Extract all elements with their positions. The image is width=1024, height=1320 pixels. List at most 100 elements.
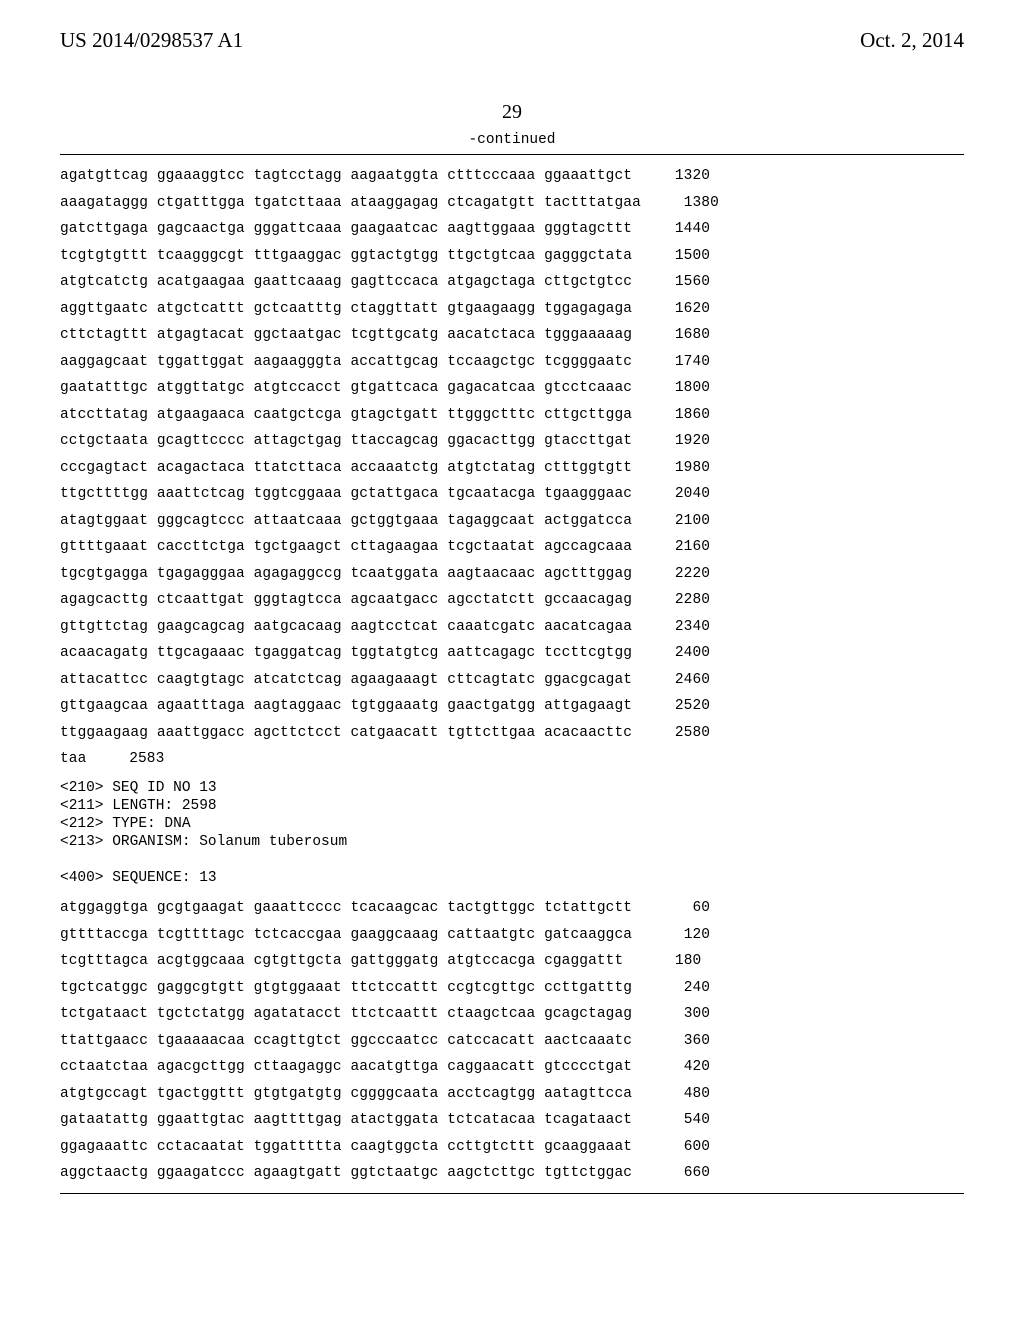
sequence-position: 60	[650, 901, 710, 916]
sequence-row: tgcgtgagga tgagagggaa agagaggccg tcaatgg…	[60, 567, 964, 582]
sequence-row: gatcttgaga gagcaactga gggattcaaa gaagaat…	[60, 222, 964, 237]
sequence-position: 120	[650, 928, 710, 943]
sequence-row: aaagataggg ctgatttgga tgatcttaaa ataagga…	[60, 196, 964, 211]
sequence-row: gttttgaaat caccttctga tgctgaagct cttagaa…	[60, 540, 964, 555]
sequence-position: 240	[650, 981, 710, 996]
sequence-text: agagcacttg ctcaattgat gggtagtcca agcaatg…	[60, 593, 632, 608]
sequence-text: ttattgaacc tgaaaaacaa ccagttgtct ggcccaa…	[60, 1034, 632, 1049]
publication-number: US 2014/0298537 A1	[60, 28, 243, 53]
sequence-row: cttctagttt atgagtacat ggctaatgac tcgttgc…	[60, 328, 964, 343]
sequence-text: tcgtgtgttt tcaagggcgt tttgaaggac ggtactg…	[60, 249, 632, 264]
sequence-row: cccgagtact acagactaca ttatcttaca accaaat…	[60, 461, 964, 476]
sequence-text: cccgagtact acagactaca ttatcttaca accaaat…	[60, 461, 632, 476]
sequence-row: aggttgaatc atgctcattt gctcaatttg ctaggtt…	[60, 302, 964, 317]
sequence-row: cctaatctaa agacgcttgg cttaagaggc aacatgt…	[60, 1060, 964, 1075]
sequence-text: aaggagcaat tggattggat aagaagggta accattg…	[60, 355, 632, 370]
sequence-position: 2040	[650, 487, 710, 502]
sequence-text: atgtcatctg acatgaagaa gaattcaaag gagttcc…	[60, 275, 632, 290]
sequence-row: gttgttctag gaagcagcag aatgcacaag aagtcct…	[60, 620, 964, 635]
sequence-row: atgtcatctg acatgaagaa gaattcaaag gagttcc…	[60, 275, 964, 290]
sequence-position: 1620	[650, 302, 710, 317]
sequence-position: 2400	[650, 646, 710, 661]
sequence-row: aaggagcaat tggattggat aagaagggta accattg…	[60, 355, 964, 370]
sequence-position: 1380	[659, 196, 719, 211]
rule-bottom	[60, 1193, 964, 1194]
sequence-position: 1980	[650, 461, 710, 476]
sequence-position: 2460	[650, 673, 710, 688]
page-header: US 2014/0298537 A1 Oct. 2, 2014	[60, 28, 964, 53]
sequence-row: tcgtttagca acgtggcaaa cgtgttgcta gattggg…	[60, 954, 964, 969]
sequence-position: 300	[650, 1007, 710, 1022]
sequence-row: attacattcc caagtgtagc atcatctcag agaagaa…	[60, 673, 964, 688]
sequence-text: atagtggaat gggcagtccc attaatcaaa gctggtg…	[60, 514, 632, 529]
sequence-text: tctgataact tgctctatgg agatatacct ttctcaa…	[60, 1007, 632, 1022]
sequence-position: 2100	[650, 514, 710, 529]
publication-date: Oct. 2, 2014	[860, 28, 964, 53]
page-number: 29	[60, 101, 964, 124]
sequence-position: 180	[641, 954, 701, 969]
sequence-position: 480	[650, 1087, 710, 1102]
sequence-text: ttggaagaag aaattggacc agcttctcct catgaac…	[60, 726, 632, 741]
sequence-row: cctgctaata gcagttcccc attagctgag ttaccag…	[60, 434, 964, 449]
sequence-position: 420	[650, 1060, 710, 1075]
sequence-text: gttttgaaat caccttctga tgctgaagct cttagaa…	[60, 540, 632, 555]
sequence-block-1: agatgttcag ggaaaggtcc tagtcctagg aagaatg…	[60, 169, 964, 767]
sequence-row: tctgataact tgctctatgg agatatacct ttctcaa…	[60, 1007, 964, 1022]
sequence-row: gataatattg ggaattgtac aagttttgag atactgg…	[60, 1113, 964, 1128]
sequence-row: taa2583	[60, 752, 964, 767]
sequence-position: 1440	[650, 222, 710, 237]
sequence-row: agatgttcag ggaaaggtcc tagtcctagg aagaatg…	[60, 169, 964, 184]
sequence-text: gttgttctag gaagcagcag aatgcacaag aagtcct…	[60, 620, 632, 635]
sequence-row: ttggaagaag aaattggacc agcttctcct catgaac…	[60, 726, 964, 741]
sequence-text: attacattcc caagtgtagc atcatctcag agaagaa…	[60, 673, 632, 688]
sequence-row: aggctaactg ggaagatccc agaagtgatt ggtctaa…	[60, 1166, 964, 1181]
sequence-text: atggaggtga gcgtgaagat gaaattcccc tcacaag…	[60, 901, 632, 916]
sequence-text: cctgctaata gcagttcccc attagctgag ttaccag…	[60, 434, 632, 449]
rule-top	[60, 154, 964, 155]
sequence-position: 1860	[650, 408, 710, 423]
sequence-text: gttgaagcaa agaatttaga aagtaggaac tgtggaa…	[60, 699, 632, 714]
sequence-text: aggctaactg ggaagatccc agaagtgatt ggtctaa…	[60, 1166, 632, 1181]
sequence-text: gaatatttgc atggttatgc atgtccacct gtgattc…	[60, 381, 632, 396]
sequence-block-2: atggaggtga gcgtgaagat gaaattcccc tcacaag…	[60, 901, 964, 1181]
sequence-position: 660	[650, 1166, 710, 1181]
sequence-text: aggttgaatc atgctcattt gctcaatttg ctaggtt…	[60, 302, 632, 317]
continued-label: -continued	[60, 132, 964, 148]
sequence-text: atgtgccagt tgactggttt gtgtgatgtg cggggca…	[60, 1087, 632, 1102]
sequence-position: 1560	[650, 275, 710, 290]
sequence-position: 540	[650, 1113, 710, 1128]
sequence-text: ttgcttttgg aaattctcag tggtcggaaa gctattg…	[60, 487, 632, 502]
sequence-row: gaatatttgc atggttatgc atgtccacct gtgattc…	[60, 381, 964, 396]
sequence-text: cttctagttt atgagtacat ggctaatgac tcgttgc…	[60, 328, 632, 343]
sequence-row: ttgcttttgg aaattctcag tggtcggaaa gctattg…	[60, 487, 964, 502]
sequence-position: 2280	[650, 593, 710, 608]
sequence-position: 1500	[650, 249, 710, 264]
sequence-row: tcgtgtgttt tcaagggcgt tttgaaggac ggtactg…	[60, 249, 964, 264]
sequence-position: 360	[650, 1034, 710, 1049]
sequence-row: atccttatag atgaagaaca caatgctcga gtagctg…	[60, 408, 964, 423]
sequence-text: gttttaccga tcgttttagc tctcaccgaa gaaggca…	[60, 928, 632, 943]
sequence-position: 600	[650, 1140, 710, 1155]
sequence-row: agagcacttg ctcaattgat gggtagtcca agcaatg…	[60, 593, 964, 608]
sequence-row: ttattgaacc tgaaaaacaa ccagttgtct ggcccaa…	[60, 1034, 964, 1049]
sequence-text: gatcttgaga gagcaactga gggattcaaa gaagaat…	[60, 222, 632, 237]
sequence-row: tgctcatggc gaggcgtgtt gtgtggaaat ttctcca…	[60, 981, 964, 996]
sequence-position: 1740	[650, 355, 710, 370]
sequence-text: aaagataggg ctgatttgga tgatcttaaa ataagga…	[60, 196, 641, 211]
sequence-text: acaacagatg ttgcagaaac tgaggatcag tggtatg…	[60, 646, 632, 661]
sequence-text: taa	[60, 752, 86, 767]
sequence-text: tgcgtgagga tgagagggaa agagaggccg tcaatgg…	[60, 567, 632, 582]
sequence-position: 1680	[650, 328, 710, 343]
sequence-text: gataatattg ggaattgtac aagttttgag atactgg…	[60, 1113, 632, 1128]
sequence-text: ggagaaattc cctacaatat tggattttta caagtgg…	[60, 1140, 632, 1155]
sequence-text: agatgttcag ggaaaggtcc tagtcctagg aagaatg…	[60, 169, 632, 184]
sequence-text: tgctcatggc gaggcgtgtt gtgtggaaat ttctcca…	[60, 981, 632, 996]
sequence-row: gttttaccga tcgttttagc tctcaccgaa gaaggca…	[60, 928, 964, 943]
sequence-row: atagtggaat gggcagtccc attaatcaaa gctggtg…	[60, 514, 964, 529]
sequence-position: 2580	[650, 726, 710, 741]
sequence-row: gttgaagcaa agaatttaga aagtaggaac tgtggaa…	[60, 699, 964, 714]
sequence-position: 2160	[650, 540, 710, 555]
sequence-position: 2340	[650, 620, 710, 635]
sequence-text: cctaatctaa agacgcttgg cttaagaggc aacatgt…	[60, 1060, 632, 1075]
sequence-position: 1800	[650, 381, 710, 396]
